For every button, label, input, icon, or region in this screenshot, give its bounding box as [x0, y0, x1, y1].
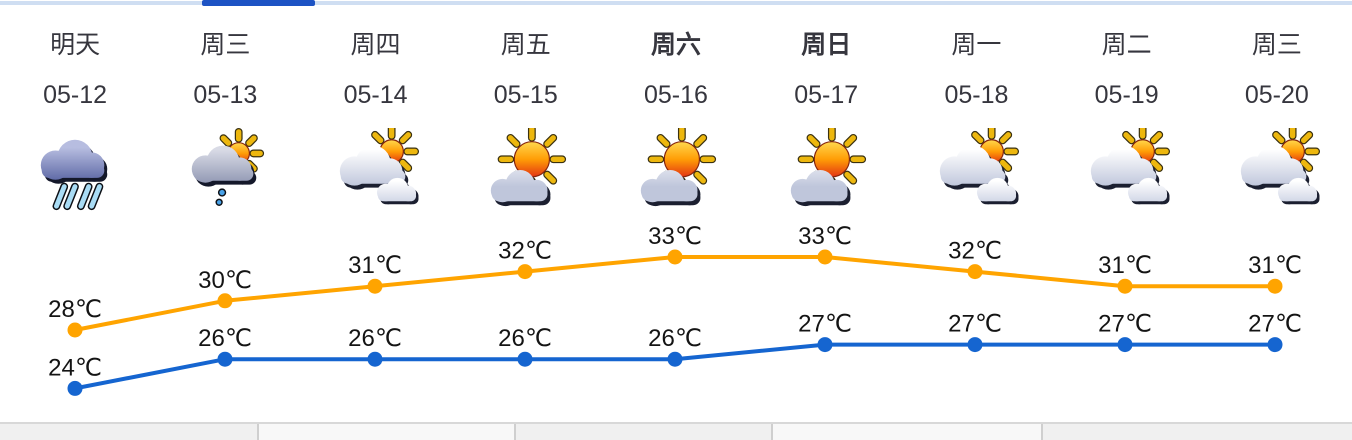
- high-temperature-label: 31℃: [348, 252, 402, 279]
- high-temperature-label: 28℃: [48, 296, 102, 323]
- low-temperature-point: [517, 351, 533, 367]
- low-temperature-point: [367, 351, 383, 367]
- sun-clouds-icon: [1240, 128, 1320, 205]
- low-temperature-label: 27℃: [1098, 311, 1152, 338]
- sun-clouds-icon: [339, 128, 419, 205]
- top-scrollbar-track[interactable]: [0, 1, 1352, 5]
- low-temperature-point: [667, 351, 683, 367]
- bottom-table-row: [0, 422, 1352, 440]
- high-temperature-label: 33℃: [648, 223, 702, 250]
- bottom-table-cell: [1041, 424, 1352, 440]
- high-temperature-label: 31℃: [1248, 252, 1302, 279]
- day-date-label: 05-19: [1094, 81, 1159, 109]
- sunny-cloud-icon: [791, 128, 867, 207]
- day-date-label: 05-17: [794, 81, 859, 109]
- sunny-cloud-icon: [640, 128, 717, 207]
- low-temperature-point: [817, 337, 833, 353]
- bottom-table-cell: [256, 424, 514, 440]
- day-date-label: 05-18: [944, 81, 1009, 109]
- forecast-day-column[interactable]: 周二 05-19: [1052, 0, 1202, 216]
- low-temperature-label: 27℃: [948, 311, 1002, 338]
- day-name-label: 周三: [200, 31, 251, 59]
- high-temperature-point: [817, 249, 833, 265]
- forecast-day-column[interactable]: 周六 05-16: [601, 0, 751, 216]
- day-name-label: 周五: [500, 31, 551, 59]
- day-name-label: 周一: [951, 31, 1002, 59]
- bottom-table-cell: [770, 424, 1042, 440]
- shower-sun-icon: [192, 128, 265, 206]
- bottom-table-cell: [0, 424, 257, 440]
- high-temperature-point: [1117, 278, 1133, 294]
- low-temperature-label: 26℃: [498, 325, 552, 352]
- sun-clouds-icon: [1090, 128, 1170, 205]
- high-temperature-point: [967, 264, 983, 280]
- day-name-label: 周三: [1251, 31, 1302, 59]
- high-temperature-point: [217, 293, 233, 309]
- day-name-label: 明天: [50, 31, 101, 59]
- day-name-label: 周日: [801, 31, 852, 59]
- low-temperature-point: [1267, 337, 1283, 353]
- day-date-label: 05-12: [43, 81, 108, 109]
- high-temperature-label: 31℃: [1098, 252, 1152, 279]
- low-temperature-label: 26℃: [648, 325, 702, 352]
- forecast-days-strip: 明天 05-12 周三 05-13 周四 05-14 周五 05-15 周六 0…: [0, 0, 1352, 216]
- forecast-day-column[interactable]: 明天 05-12: [0, 0, 150, 216]
- high-temperature-point: [1267, 278, 1283, 294]
- sunny-cloud-icon: [490, 128, 566, 207]
- high-temperature-point: [517, 264, 533, 280]
- day-date-label: 05-15: [493, 81, 558, 109]
- day-date-label: 05-20: [1244, 81, 1309, 109]
- forecast-day-column[interactable]: 周三 05-20: [1202, 0, 1352, 216]
- high-temperature-label: 33℃: [798, 223, 852, 250]
- high-temperature-label: 32℃: [498, 238, 552, 265]
- day-name-label: 周六: [650, 31, 701, 59]
- low-temperature-point: [1117, 337, 1133, 353]
- high-temperature-point: [367, 278, 383, 294]
- high-temperature-label: 32℃: [948, 238, 1002, 265]
- low-temperature-label: 27℃: [1248, 311, 1302, 338]
- high-temperature-label: 30℃: [198, 267, 252, 294]
- low-temperature-point: [217, 351, 233, 367]
- low-temperature-label: 24℃: [48, 354, 102, 381]
- day-date-label: 05-16: [644, 81, 708, 109]
- sun-clouds-icon: [940, 128, 1020, 205]
- high-temperature-point: [67, 322, 83, 338]
- low-temperature-label: 26℃: [198, 325, 252, 352]
- day-name-label: 周四: [350, 31, 401, 59]
- low-temperature-label: 27℃: [798, 311, 852, 338]
- low-temperature-point: [67, 380, 83, 396]
- forecast-day-column[interactable]: 周一 05-18: [901, 0, 1051, 216]
- day-date-label: 05-13: [193, 81, 258, 109]
- day-name-label: 周二: [1101, 31, 1152, 59]
- bottom-table-cell: [513, 424, 771, 440]
- rain-icon: [40, 139, 108, 211]
- forecast-day-column[interactable]: 周日 05-17: [751, 0, 901, 216]
- forecast-day-column[interactable]: 周五 05-15: [451, 0, 601, 216]
- top-scrollbar-thumb[interactable]: [202, 0, 315, 6]
- forecast-day-column[interactable]: 周四 05-14: [300, 0, 450, 216]
- low-temperature-label: 26℃: [348, 325, 402, 352]
- forecast-day-column[interactable]: 周三 05-13: [150, 0, 300, 216]
- day-date-label: 05-14: [343, 81, 408, 109]
- high-temperature-line: [73, 255, 1277, 332]
- low-temperature-point: [967, 337, 983, 353]
- low-temperature-line: [73, 342, 1277, 391]
- high-temperature-point: [667, 249, 683, 265]
